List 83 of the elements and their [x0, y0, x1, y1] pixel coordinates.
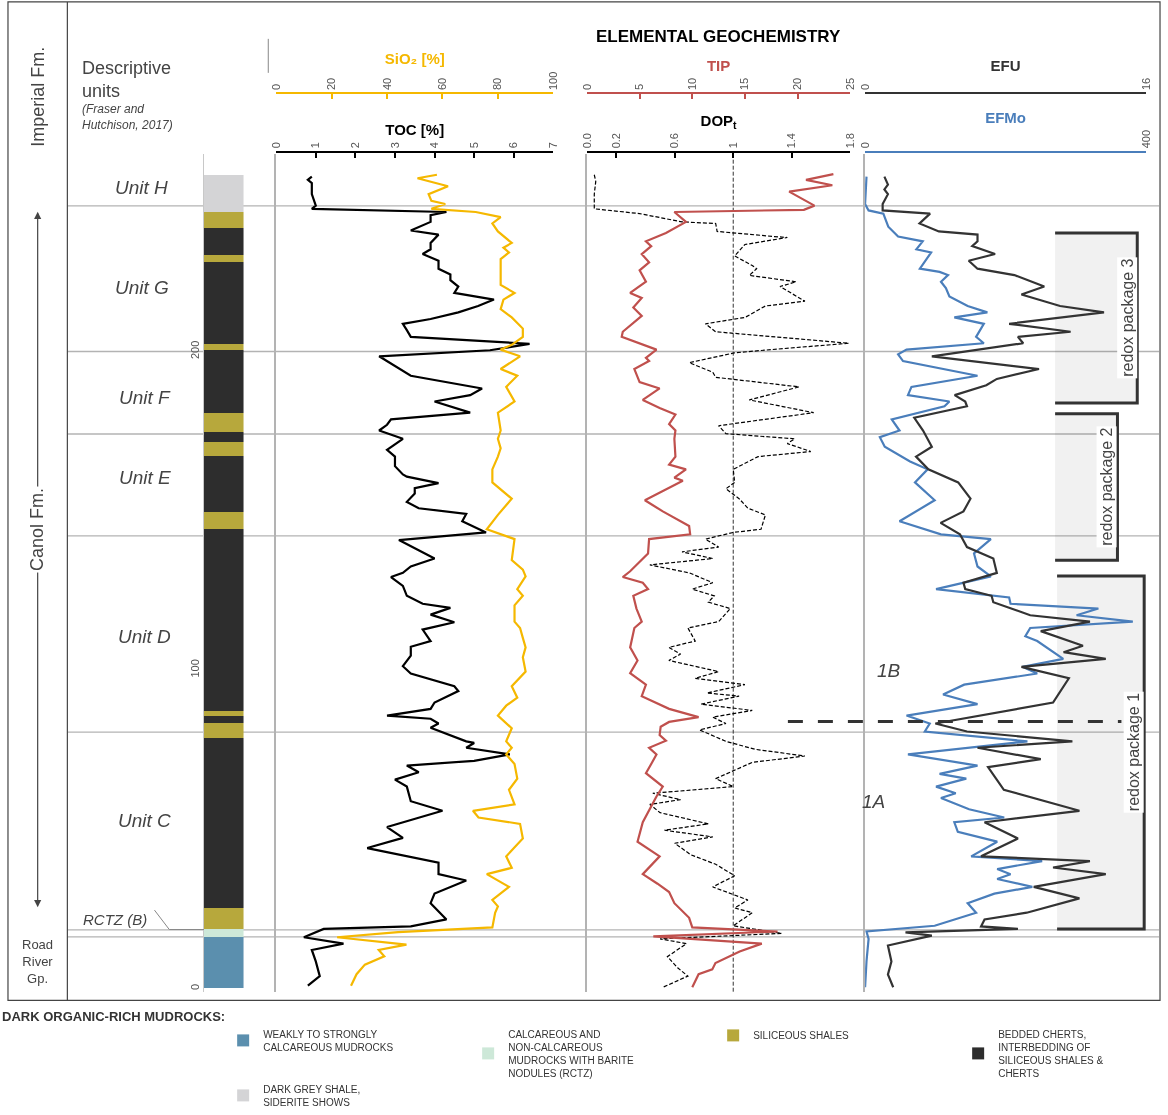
text: Imperial Fm. [27, 46, 48, 147]
x-tick-label: 0.0 [580, 133, 593, 149]
text: RCTZ (B) [83, 911, 148, 928]
text: Unit E [119, 467, 172, 488]
x-tick-label: 6 [507, 142, 520, 149]
x-tick-label: 1.4 [785, 133, 798, 149]
annotation: 1B [877, 660, 901, 681]
x-tick-label: 3 [388, 142, 401, 149]
x-axis-title: EFMo [985, 108, 1027, 126]
bar [203, 350, 244, 414]
band-label: redox package 2 [1098, 427, 1116, 546]
bar [203, 529, 244, 712]
text: (Fraser and Hutchison, 2017) [82, 102, 173, 132]
x-tick-label: 0 [858, 142, 871, 149]
bar [203, 738, 244, 909]
bar [203, 262, 244, 345]
bar [203, 344, 244, 351]
x-tick-label: 0 [269, 142, 282, 149]
x-tick-label: 5 [467, 142, 480, 149]
y-tick-label: 0 [188, 983, 201, 990]
x2-tick-label: 0 [269, 83, 282, 91]
x2-tick-label: 25 [843, 77, 856, 91]
x2-tick-label: 60 [436, 77, 449, 91]
x-tick-label: 400 [1139, 129, 1152, 149]
x-tick-label: 1 [309, 142, 322, 149]
legend-label: CALCAREOUS AND NON-CALCAREOUS MUDROCKS WITH BARITE NODULES (RCTZ) [508, 1028, 635, 1079]
x-axis-title: TOC [%] [385, 120, 445, 138]
x2-tick-label: 0 [858, 83, 871, 91]
text: Unit D [118, 626, 172, 647]
band-label: redox package 1 [1125, 692, 1143, 812]
x-tick-label: 0.6 [668, 133, 681, 149]
x-tick-label: 4 [428, 142, 441, 149]
x-tick-label: 0.2 [609, 133, 622, 149]
text: Canol Fm. [27, 488, 48, 572]
bar [203, 512, 244, 530]
bar [203, 711, 244, 717]
legend-label: WEAKLY TO STRONGLY CALCAREOUS MUDROCKS [263, 1028, 394, 1053]
x-tick-label: 7 [546, 142, 559, 149]
x2-tick-label: 20 [791, 77, 804, 91]
chart-title: ELEMENTAL GEOCHEMISTRY [596, 27, 841, 46]
y-tick-label: 100 [188, 659, 201, 678]
bar [203, 716, 244, 724]
bar [203, 442, 244, 457]
x-tick-label: 1 [726, 142, 739, 149]
text: Unit F [119, 387, 172, 408]
legend-label: SILICEOUS SHALES [753, 1030, 850, 1042]
legend-title: DARK ORGANIC-RICH MUDROCKS: [2, 1008, 226, 1024]
x2-tick-label: 15 [738, 77, 751, 91]
x-tick-label: 1.8 [843, 133, 856, 149]
annotation: 1A [862, 791, 886, 812]
x2-axis-title: SiO₂ [%] [384, 50, 445, 68]
bar [203, 228, 244, 256]
x-axis-title: DOP$_{t}$ [700, 111, 738, 131]
bar [203, 255, 244, 263]
bar [203, 432, 244, 443]
x2-tick-label: 40 [380, 77, 393, 91]
bar [203, 723, 244, 739]
x2-axis-title: EFU [990, 56, 1021, 74]
legend-label: DARK GREY SHALE, SIDERITE SHOWS [263, 1083, 361, 1108]
bar [203, 929, 244, 938]
text: Unit G [115, 277, 169, 298]
legend-label: BEDDED CHERTS, INTERBEDDING OF SILICEOUS SHALES & CHERTS [998, 1028, 1104, 1079]
x2-tick-label: 100 [546, 71, 559, 91]
x2-tick-label: 80 [491, 77, 504, 91]
text: Unit C [118, 810, 172, 831]
x-tick-label: 2 [348, 142, 361, 149]
bar [203, 175, 244, 213]
bar [203, 937, 244, 989]
band-label: redox package 3 [1118, 258, 1136, 377]
bar [203, 456, 244, 513]
x2-tick-label: 16 [1139, 77, 1152, 91]
x2-tick-label: 5 [633, 83, 646, 91]
x2-tick-label: 10 [685, 77, 698, 91]
text: Unit H [115, 177, 169, 198]
x2-axis-title: TIP [706, 56, 731, 74]
bar [203, 908, 244, 930]
x2-tick-label: 20 [325, 77, 338, 91]
text: Descriptive units [82, 58, 172, 102]
bar [203, 212, 244, 229]
bar [203, 413, 244, 433]
text: Road River Gp. [22, 937, 54, 986]
x2-tick-label: 0 [580, 83, 593, 91]
y-tick-label: 200 [188, 340, 201, 360]
